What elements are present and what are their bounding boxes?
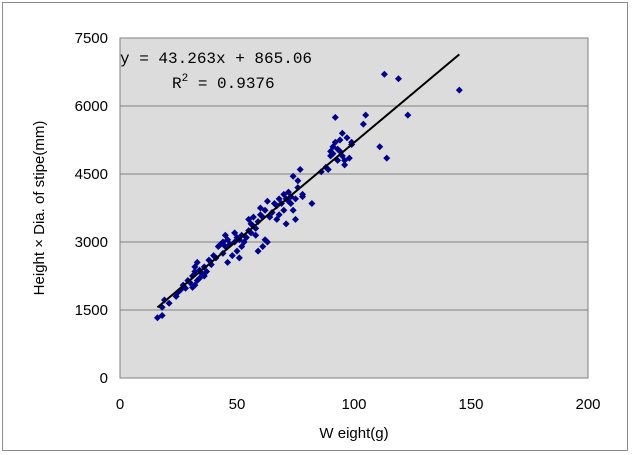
y-tick-label: 4500: [75, 166, 108, 183]
y-tick-label: 1500: [75, 302, 108, 319]
r-squared-value: = 0.9376: [188, 75, 274, 93]
x-tick-label: 150: [458, 396, 483, 413]
x-tick-label: 0: [116, 396, 124, 413]
r-squared-label: R2 = 0.9376: [172, 73, 275, 93]
y-axis-label: Height × Dia. of stipe(mm): [31, 121, 48, 296]
x-tick-label: 200: [575, 396, 600, 413]
y-tick-label: 7500: [75, 30, 108, 47]
y-tick-label: 6000: [75, 98, 108, 115]
x-tick-label: 100: [341, 396, 366, 413]
r-squared-superscript: 2: [182, 73, 189, 85]
r-squared-r: R: [172, 75, 182, 93]
x-axis-label: W eight(g): [319, 425, 388, 442]
y-axis-ticks: 0 1500 3000 4500 6000 7500: [75, 30, 108, 387]
x-axis-ticks: 0 50 100 150 200: [116, 396, 601, 413]
x-tick-label: 50: [229, 396, 246, 413]
trendline-equation: y = 43.263x + 865.06: [120, 50, 312, 68]
y-tick-label: 3000: [75, 234, 108, 251]
y-tick-label: 0: [100, 370, 108, 387]
